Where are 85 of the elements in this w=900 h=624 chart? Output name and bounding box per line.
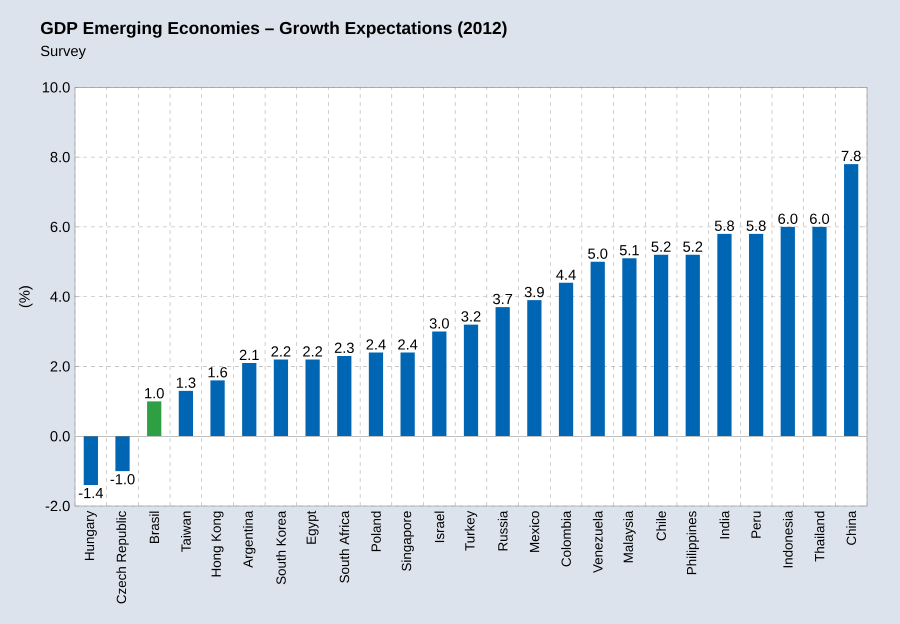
bar bbox=[748, 234, 764, 436]
bar bbox=[717, 234, 732, 436]
bar bbox=[812, 226, 827, 436]
y-tick-label: 0.0 bbox=[50, 431, 70, 442]
data-label: 7.8 bbox=[842, 150, 861, 162]
chart-title: GDP Emerging Economies – Growth Expectations (2012) bbox=[40, 21, 507, 38]
x-tick-label: Thailand bbox=[814, 512, 824, 562]
data-label: 2.1 bbox=[240, 350, 259, 360]
x-tick-label: Russia bbox=[498, 510, 508, 550]
data-label: 3.2 bbox=[461, 311, 480, 322]
bar bbox=[527, 300, 542, 436]
data-label: 3.7 bbox=[493, 294, 512, 304]
bar bbox=[84, 436, 98, 486]
x-tick-label: Brasil bbox=[149, 512, 160, 543]
data-label: 5.2 bbox=[651, 241, 671, 252]
y-tick-label: 6.0 bbox=[50, 222, 70, 232]
bar bbox=[590, 262, 605, 436]
data-label: 5.8 bbox=[746, 220, 766, 231]
x-tick-label: Czech Republic bbox=[116, 511, 129, 604]
x-tick-label: Hungary bbox=[84, 510, 97, 560]
data-label: -1.0 bbox=[110, 474, 135, 484]
bar bbox=[242, 362, 256, 436]
y-tick-label: 4.0 bbox=[50, 291, 70, 302]
x-tick-label: Mexico bbox=[529, 511, 540, 552]
x-tick-label: Taiwan bbox=[180, 512, 191, 552]
data-label: 6.0 bbox=[810, 214, 830, 224]
x-tick-label: India bbox=[720, 510, 730, 538]
x-tick-label: Egypt bbox=[306, 510, 319, 544]
data-label: 3.9 bbox=[524, 286, 544, 298]
bar bbox=[780, 226, 795, 436]
x-tick-label: Israel bbox=[434, 512, 444, 542]
data-label: 1.3 bbox=[176, 378, 196, 388]
bar bbox=[210, 380, 225, 436]
bar bbox=[686, 254, 700, 436]
bar bbox=[274, 359, 288, 436]
bar bbox=[368, 352, 384, 436]
bar bbox=[496, 307, 510, 436]
bar bbox=[844, 164, 858, 436]
x-tick-label: Singapore bbox=[401, 511, 414, 571]
bar bbox=[432, 332, 446, 436]
x-tick-label: South Africa bbox=[339, 510, 350, 583]
data-label: 5.0 bbox=[588, 248, 608, 259]
x-tick-label: Venezuela bbox=[592, 510, 603, 573]
data-label: 2.2 bbox=[303, 346, 322, 357]
data-label: 5.8 bbox=[714, 220, 734, 231]
x-tick-label: Indonesia bbox=[782, 510, 793, 568]
x-tick-label: Chile bbox=[656, 511, 666, 540]
bar bbox=[337, 356, 352, 436]
bar bbox=[622, 258, 637, 436]
bar bbox=[654, 254, 668, 436]
bar bbox=[400, 352, 415, 436]
bar bbox=[115, 436, 130, 472]
x-tick-label: South Korea bbox=[276, 510, 286, 584]
data-label: 5.1 bbox=[620, 245, 639, 256]
data-label: 1.6 bbox=[208, 367, 228, 378]
x-tick-label: China bbox=[846, 510, 856, 545]
x-tick-label: Colombia bbox=[561, 510, 571, 566]
bar bbox=[305, 359, 320, 436]
y-tick-label: 2.0 bbox=[50, 361, 70, 372]
bar bbox=[464, 324, 478, 436]
y-tick-label: -2.0 bbox=[46, 500, 70, 512]
chart-subtitle: Survey bbox=[40, 46, 86, 60]
y-axis-title: (%) bbox=[18, 286, 33, 308]
x-tick-label: Philippines bbox=[686, 511, 699, 574]
bar bbox=[147, 401, 162, 436]
data-label: 5.2 bbox=[683, 241, 702, 252]
bar bbox=[558, 282, 574, 436]
x-tick-label: Hong Kong bbox=[212, 512, 224, 576]
data-label: 3.0 bbox=[430, 318, 449, 329]
data-label: 2.4 bbox=[366, 339, 386, 350]
y-tick-label: 8.0 bbox=[50, 152, 70, 162]
data-label: 1.0 bbox=[145, 388, 164, 398]
y-tick-label: 10.0 bbox=[42, 82, 70, 93]
data-label: 6.0 bbox=[778, 214, 798, 224]
data-label: 2.4 bbox=[398, 339, 418, 350]
data-label: 2.3 bbox=[334, 342, 354, 354]
bar bbox=[178, 390, 194, 436]
data-label: -1.4 bbox=[78, 488, 104, 498]
x-tick-label: Peru bbox=[751, 512, 761, 538]
data-label: 4.4 bbox=[556, 270, 576, 280]
data-label: 2.2 bbox=[271, 346, 290, 357]
x-tick-label: Turkey bbox=[464, 510, 478, 551]
x-tick-label: Poland bbox=[371, 512, 381, 552]
x-tick-label: Malaysia bbox=[623, 510, 636, 562]
x-tick-label: Argentina bbox=[243, 510, 256, 568]
